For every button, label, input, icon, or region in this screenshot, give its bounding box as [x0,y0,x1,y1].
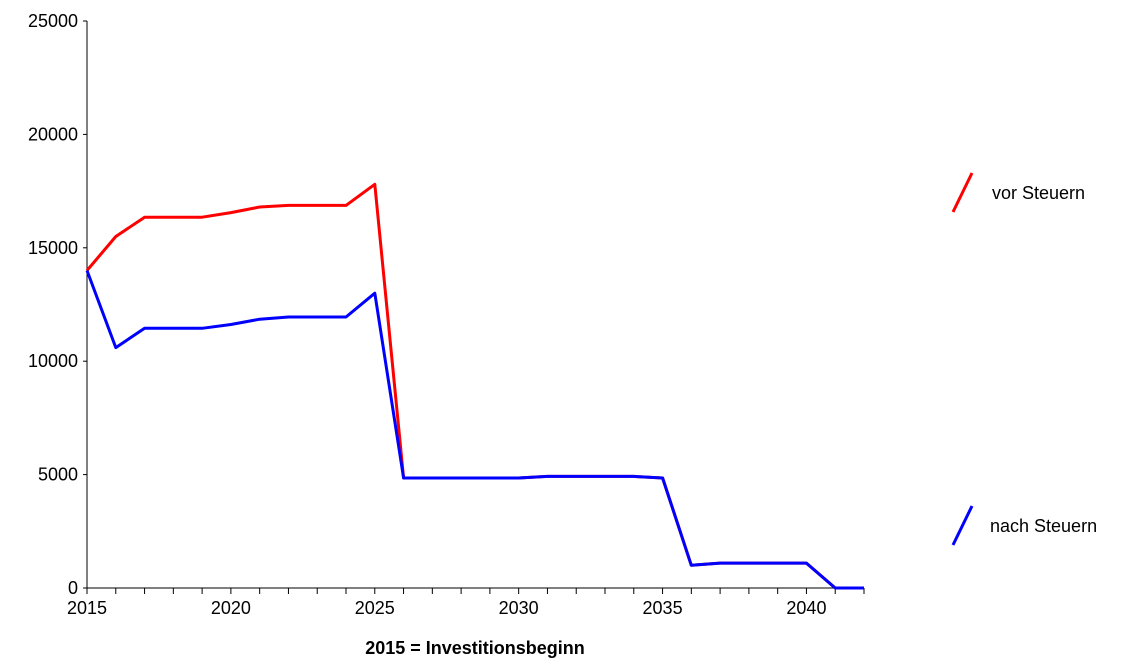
x-tick-label: 2030 [499,598,539,618]
legend-label: nach Steuern [990,516,1097,536]
x-tick-label: 2035 [643,598,683,618]
legend: vor Steuern nach Steuern [951,172,1097,546]
x-axis-ticks: 2015 2020 2025 2030 2035 2040 [67,588,865,618]
y-tick-label: 5000 [38,465,78,485]
y-tick-label: 10000 [28,351,78,371]
x-tick-label: 2020 [211,598,251,618]
x-axis-label: 2015 = Investitionsbeginn [365,638,585,658]
x-tick-label: 2025 [355,598,395,618]
y-tick-label: 0 [68,578,78,598]
series-line-nach-steuern [85,269,864,590]
axes [86,21,864,589]
y-axis-ticks: 0 5000 10000 15000 20000 25000 [28,11,87,598]
x-tick-label: 2040 [786,598,826,618]
x-tick-label: 2015 [67,598,107,618]
legend-label: vor Steuern [992,183,1085,203]
y-tick-label: 15000 [28,238,78,258]
legend-swatch [951,172,974,213]
y-tick-label: 25000 [28,11,78,31]
legend-swatch [951,505,974,546]
series-line-vor-steuern [85,182,864,590]
series-layer [85,182,864,590]
y-tick-label: 20000 [28,124,78,144]
